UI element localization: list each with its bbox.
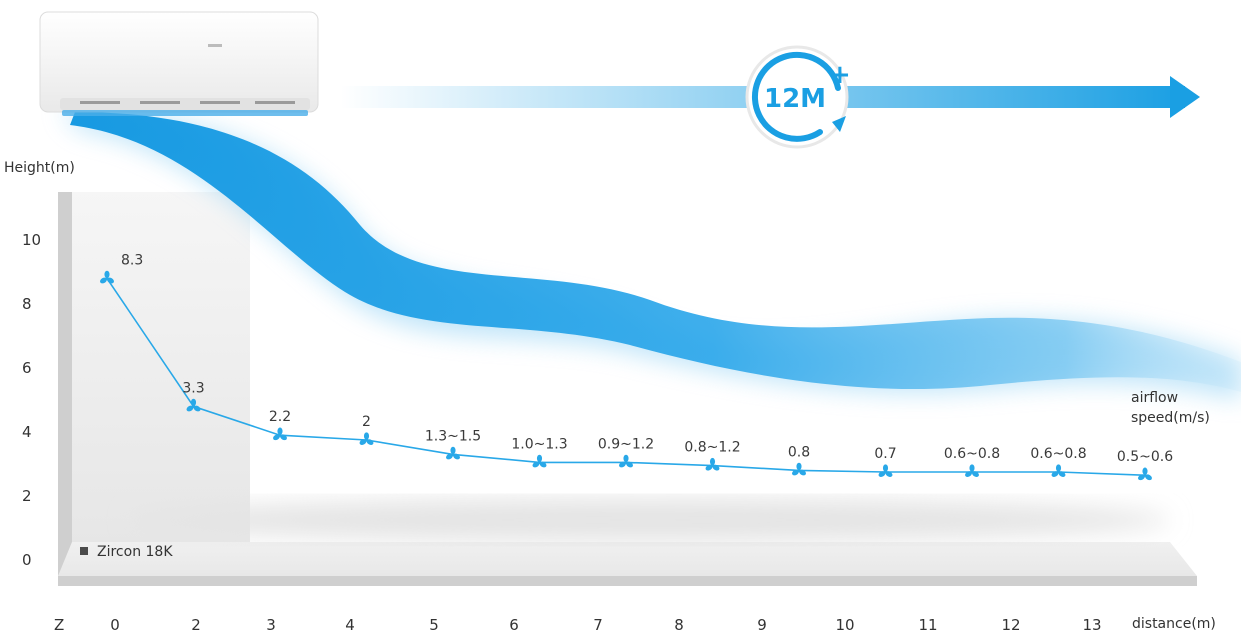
airflow-band [70,112,1241,392]
series-label: airflow speed(m/s) [1131,390,1210,426]
ac-vent-slot-1 [80,101,120,104]
speed-value-label: 0.6~0.8 [1030,446,1086,462]
x-axis-start-label: Z [54,616,64,633]
x-tick-label: 8 [674,616,684,633]
badge-ring [751,51,841,142]
speed-value-label: 0.7 [874,446,896,462]
speed-value-label: 8.3 [121,252,143,268]
speed-value-label: 0.5~0.6 [1117,449,1173,465]
speed-value-label: 2.2 [269,409,291,425]
x-tick-label: 4 [345,616,355,633]
series-label-line-1: airflow [1131,390,1178,406]
legend-swatch [80,547,88,555]
x-tick-label: 11 [918,616,937,633]
x-tick-label: 2 [191,616,201,633]
y-tick-label: 6 [22,359,32,377]
arrow-head [1170,76,1200,118]
speed-value-label: 0.8 [788,444,810,460]
range-arrow: 12M + [340,45,1200,149]
speed-value-label: 1.0~1.3 [511,436,567,452]
ac-vent-slot-3 [200,101,240,104]
badge-sup: + [829,60,851,90]
floor-shadow [130,498,1170,542]
series-label-line-2: speed(m/s) [1131,410,1210,426]
air-conditioner [39,11,319,116]
x-ticks: 0 2 3 4 5 6 7 8 9 10 11 12 13 [110,616,1101,633]
ac-vent-slot-4 [255,101,295,104]
x-tick-label: 13 [1082,616,1101,633]
y-tick-label: 2 [22,487,32,505]
y-ticks: 0 2 4 6 8 10 [22,231,41,569]
y-tick-label: 4 [22,423,32,441]
speed-value-label: 0.9~1.2 [598,436,654,452]
speed-value-label: 3.3 [182,380,204,396]
ac-body [39,11,319,113]
x-tick-label: 7 [593,616,603,633]
legend: Zircon 18K [80,544,173,560]
floor [58,542,1197,576]
x-tick-label: 0 [110,616,120,633]
legend-label: Zircon 18K [97,544,173,560]
x-tick-label: 5 [429,616,439,633]
x-tick-label: 6 [509,616,519,633]
badge-circle [745,45,849,149]
y-tick-label: 8 [22,295,32,313]
room-backdrop [58,192,1197,586]
ac-logo [208,44,222,47]
ac-vent-slot-2 [140,101,180,104]
y-tick-label: 10 [22,231,41,249]
fan-marker-icon [272,427,288,442]
back-wall [58,192,72,576]
y-axis-title: Height(m) [4,160,75,176]
badge-ring-arrow [832,116,846,132]
wall-panel [72,192,250,542]
x-tick-label: 12 [1001,616,1020,633]
badge-text: 12M [764,84,826,114]
x-axis-title: distance(m) [1132,616,1216,632]
x-tick-label: 3 [266,616,276,633]
x-tick-label: 10 [835,616,854,633]
floor-edge [58,576,1197,586]
speed-series: 8.3 3.3 2.2 2 1.3~1.5 1.0~1.3 0.9~1.2 0.8~1.2 0.… [99,252,1173,482]
ac-vent [60,98,310,110]
ac-louver [62,110,308,116]
y-tick-label: 0 [22,551,32,569]
x-tick-label: 9 [757,616,767,633]
speed-value-label: 0.6~0.8 [944,446,1000,462]
speed-value-label: 0.8~1.2 [684,440,740,456]
speed-value-label: 2 [362,414,371,430]
airflow-stream [60,110,1241,400]
speed-value-label: 1.3~1.5 [425,428,481,444]
